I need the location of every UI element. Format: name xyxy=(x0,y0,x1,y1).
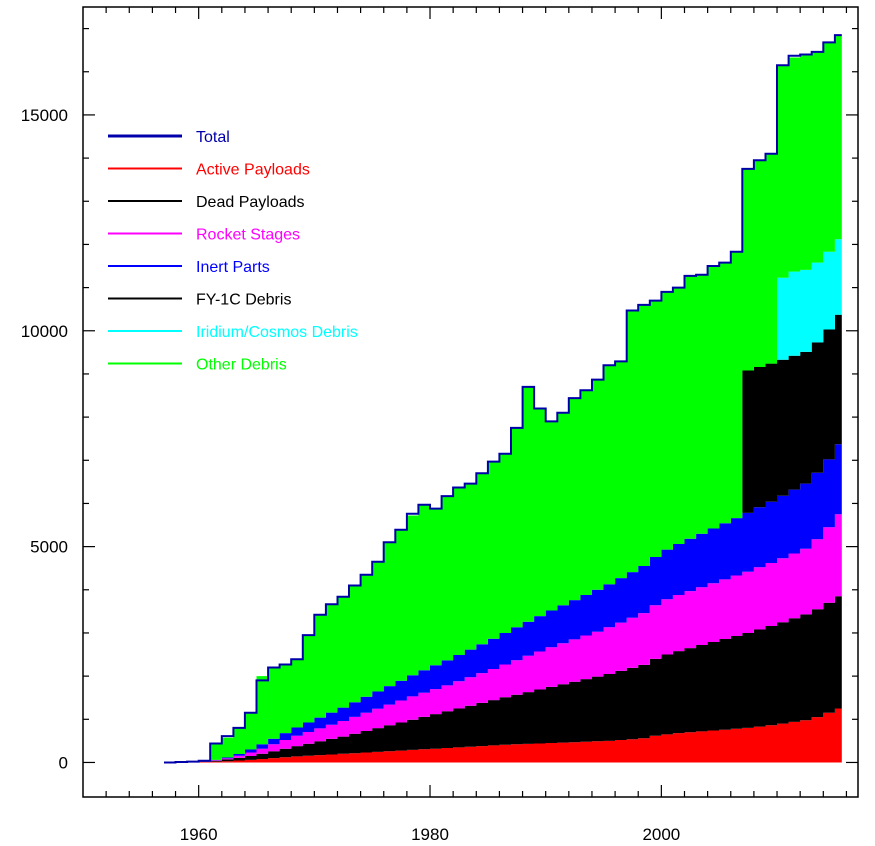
x-tick-label: 1960 xyxy=(180,825,218,844)
legend-label-dead-payloads: Dead Payloads xyxy=(196,194,305,211)
legend-label-total: Total xyxy=(196,129,230,146)
y-tick-label: 0 xyxy=(59,753,68,772)
legend-label-inert-parts: Inert Parts xyxy=(196,259,270,276)
x-tick-label: 2000 xyxy=(642,825,680,844)
legend-label-other-debris: Other Debris xyxy=(196,357,287,374)
legend-label-active-payloads: Active Payloads xyxy=(196,162,310,179)
x-tick-label: 1980 xyxy=(411,825,449,844)
legend-label-fy-1c-debris: FY-1C Debris xyxy=(196,292,291,309)
legend-label-iridium-cosmos-debris: Iridium/Cosmos Debris xyxy=(196,324,358,341)
y-tick-label: 5000 xyxy=(30,538,68,557)
y-tick-label: 15000 xyxy=(21,106,68,125)
legend-label-rocket-stages: Rocket Stages xyxy=(196,227,300,244)
y-tick-label: 10000 xyxy=(21,322,68,341)
